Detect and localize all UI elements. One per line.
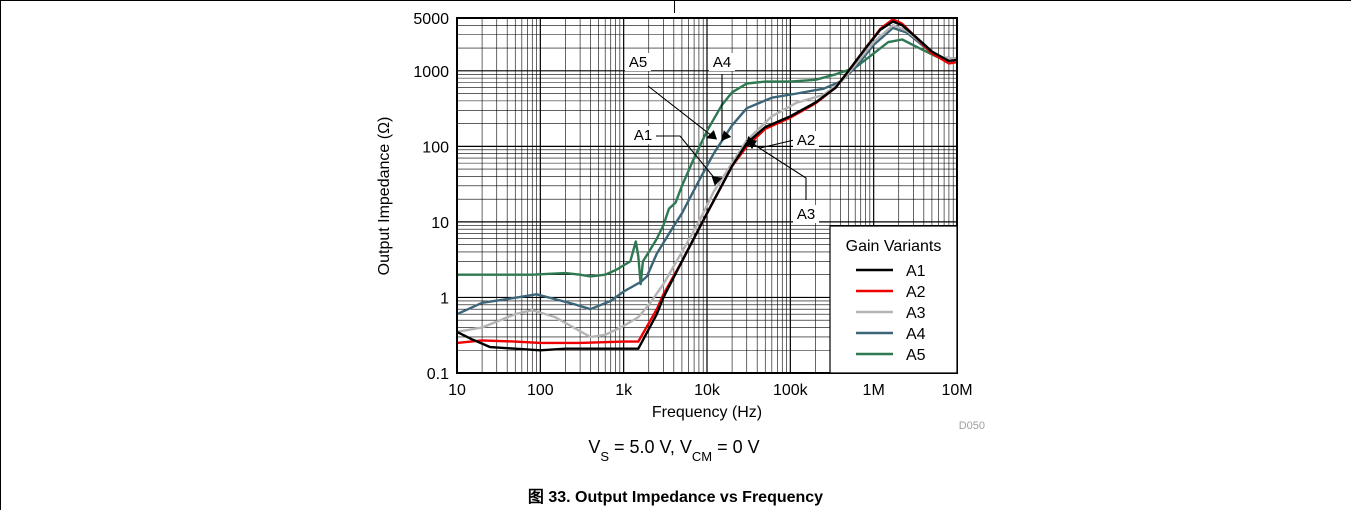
x-axis-title: Frequency (Hz)	[652, 404, 762, 421]
x-tick-label: 100k	[773, 382, 809, 399]
series-line-a3	[457, 24, 957, 339]
legend-label-a4: A4	[906, 326, 926, 343]
x-tick-label: 100	[527, 382, 554, 399]
callout-label-bg	[625, 53, 651, 71]
callout-label-a4: A4	[713, 54, 731, 71]
callout-label-bg	[793, 131, 819, 149]
x-tick-labels: 10 100 1k 10k 100k 1M 10M	[448, 382, 972, 399]
legend-label-a3: A3	[906, 305, 926, 322]
x-tick-label: 1k	[615, 382, 633, 399]
callout-label-bg	[630, 126, 656, 144]
legend-label-a2: A2	[906, 284, 926, 301]
chart-legend: Gain Variants A1 A2 A3 A4 A5	[829, 225, 958, 374]
figure-caption: 图 33. Output Impedance vs Frequency	[527, 489, 824, 506]
series-line-a4	[457, 26, 957, 316]
page-frame-divider	[674, 0, 675, 13]
y-tick-label: 100	[422, 139, 449, 156]
page-frame-top	[0, 0, 1351, 1]
x-tick-label: 10M	[941, 382, 972, 399]
callout-label-bg	[709, 53, 735, 71]
callout-label-a5: A5	[629, 54, 647, 71]
y-tick-label: 5000	[413, 11, 449, 28]
callout-leader-a1	[655, 135, 723, 186]
callout-label-a1: A1	[634, 127, 652, 144]
test-condition-label: VS = 5.0 V, VCM = 0 V	[588, 437, 759, 464]
legend-label-a1: A1	[906, 263, 926, 280]
chart-grid	[456, 17, 957, 374]
legend-box	[829, 225, 958, 374]
plot-frame	[456, 17, 958, 374]
y-tick-label: 1000	[413, 64, 449, 81]
y-tick-labels: 0.1 1 10 100 1000 5000	[413, 11, 449, 383]
y-tick-label: 0.1	[427, 366, 449, 383]
callout-leader-a3	[746, 136, 807, 200]
page-frame-left	[0, 0, 1, 510]
chart-watermark: D050	[959, 420, 985, 432]
y-tick-label: 10	[431, 215, 449, 232]
output-impedance-chart: 10 100 1k 10k 100k 1M 10M 0.1 1 10 100 1000 5000 A5…	[376, 11, 985, 464]
callout-label-bg	[793, 205, 819, 223]
x-tick-label: 10	[448, 382, 466, 399]
callout-label-a2: A2	[797, 132, 815, 149]
legend-label-a5: A5	[906, 347, 926, 364]
y-tick-label: 1	[440, 290, 449, 307]
legend-title: Gain Variants	[846, 238, 942, 255]
callout-annotations: A5 A4 A1 A2 A3	[625, 53, 819, 223]
y-axis-title: Output Impedance (Ω)	[376, 117, 393, 276]
x-tick-label: 10k	[694, 382, 721, 399]
x-tick-label: 1M	[863, 382, 885, 399]
callout-leader-a5	[647, 85, 718, 140]
callout-label-a3: A3	[797, 206, 815, 223]
